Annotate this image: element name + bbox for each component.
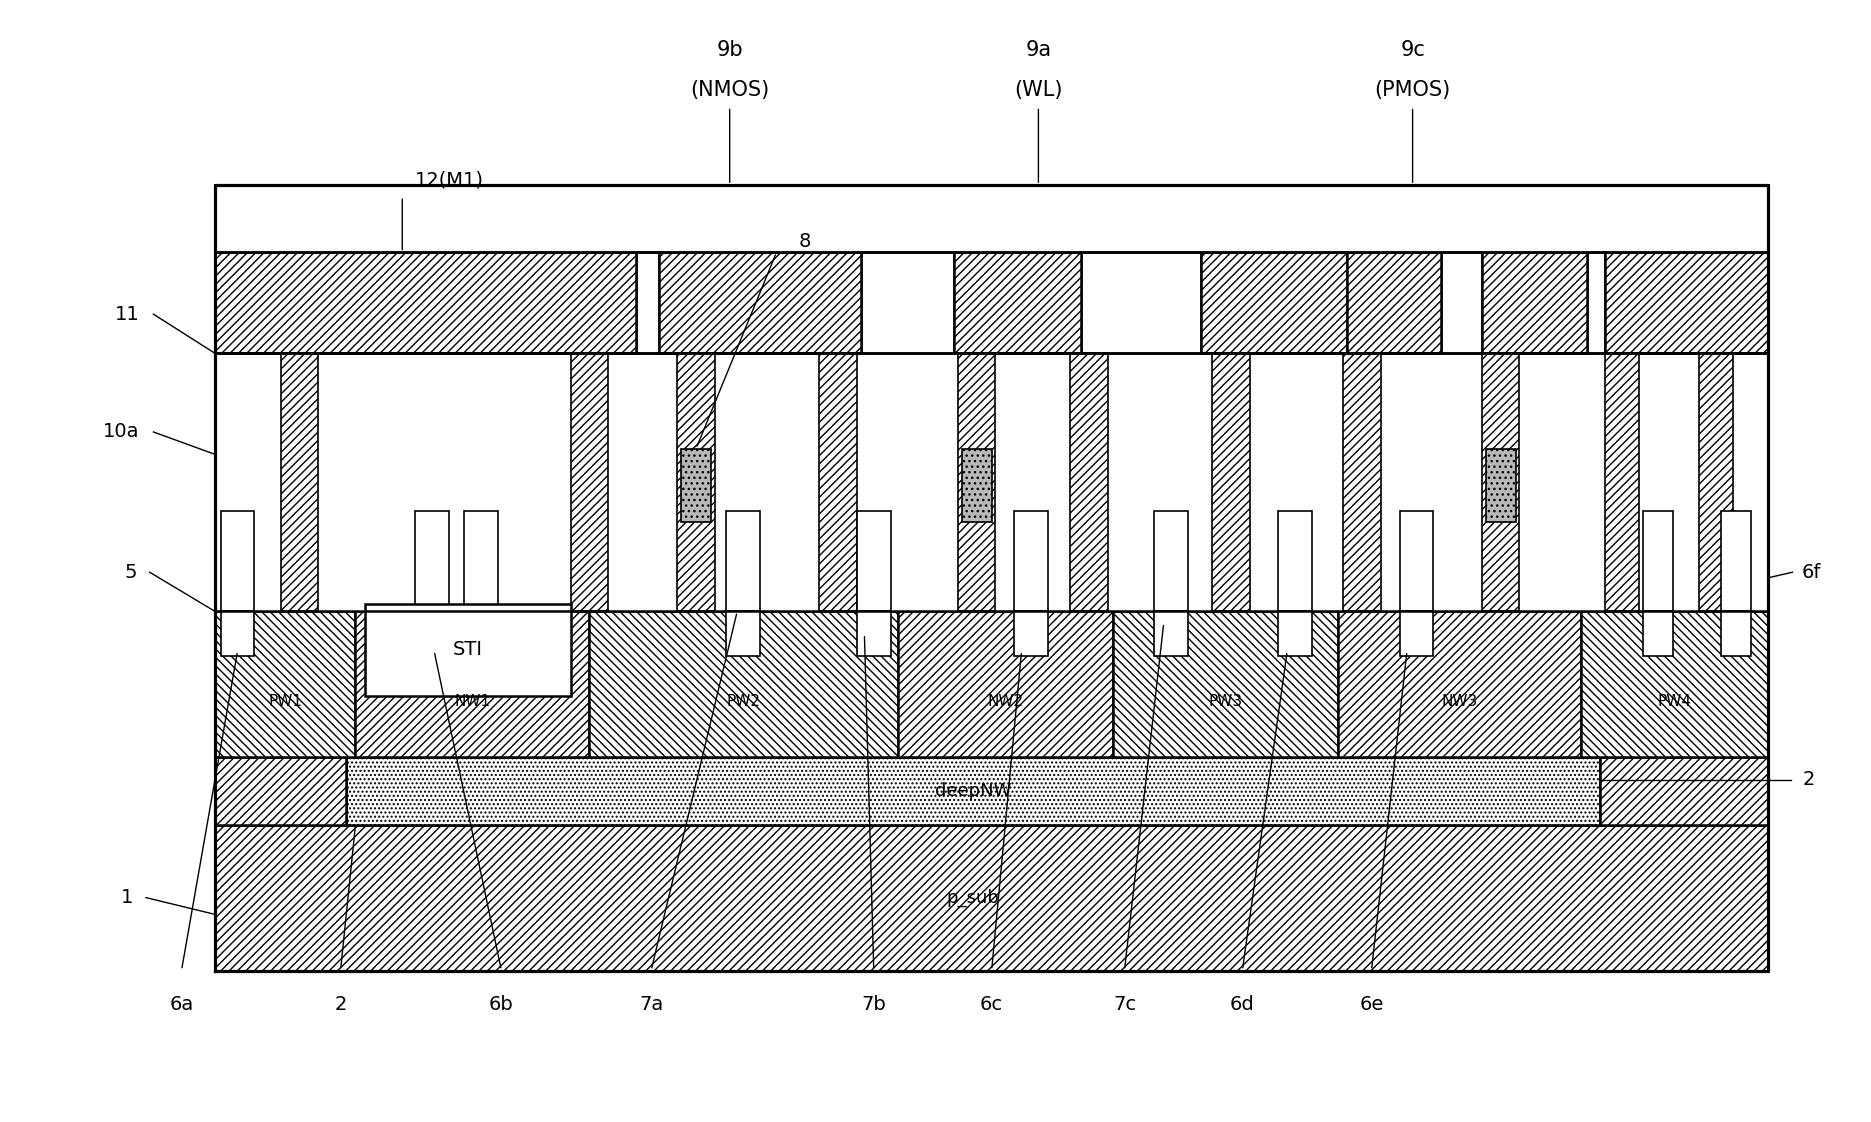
Text: 12(M1): 12(M1) [415, 171, 483, 188]
Text: p_sub: p_sub [947, 889, 999, 907]
Bar [215, 611, 355, 757]
Bar [589, 611, 898, 757]
Bar [726, 611, 760, 656]
Bar [1643, 511, 1673, 611]
Bar [1605, 252, 1768, 353]
Text: PW4: PW4 [1658, 693, 1691, 709]
Text: 6b: 6b [488, 995, 515, 1013]
Bar [215, 252, 636, 353]
Text: 5: 5 [125, 563, 137, 581]
Text: 2: 2 [1804, 771, 1815, 789]
Bar [571, 353, 608, 611]
Bar [1201, 252, 1347, 353]
Bar [898, 611, 1113, 757]
Bar [1347, 252, 1441, 353]
Bar [1347, 252, 1441, 353]
Text: 2: 2 [335, 995, 346, 1013]
Bar [281, 353, 318, 611]
Bar [1600, 757, 1768, 825]
Text: deepNW: deepNW [936, 782, 1010, 800]
Bar [1212, 353, 1250, 611]
Bar [1721, 511, 1751, 611]
Bar [1070, 353, 1108, 611]
Bar [1482, 252, 1587, 353]
Text: 6c: 6c [980, 995, 1003, 1013]
Bar [365, 604, 571, 696]
Text: PW3: PW3 [1209, 693, 1242, 709]
Bar [677, 353, 715, 611]
Bar [659, 252, 861, 353]
Text: 9b: 9b [717, 40, 743, 61]
Bar [215, 252, 636, 353]
Bar [1400, 611, 1433, 656]
Bar [415, 511, 449, 611]
Bar [1643, 611, 1673, 656]
Bar [1721, 611, 1751, 656]
Bar [464, 511, 498, 611]
Bar [355, 611, 589, 757]
Bar [958, 353, 995, 611]
Bar [1014, 511, 1048, 611]
Bar [215, 757, 346, 825]
Text: 9a: 9a [1025, 40, 1052, 61]
Bar [1400, 511, 1433, 611]
Bar [954, 252, 1081, 353]
Bar [962, 449, 992, 522]
Bar [1581, 611, 1768, 757]
Text: NW3: NW3 [1441, 693, 1478, 709]
Bar [1201, 252, 1347, 353]
Bar [1343, 353, 1381, 611]
Bar [1699, 353, 1733, 611]
Text: 6e: 6e [1358, 995, 1385, 1013]
Bar [215, 185, 1768, 252]
Text: 8: 8 [799, 232, 810, 250]
Bar [1278, 611, 1312, 656]
Text: 6f: 6f [1802, 563, 1820, 581]
Text: 6a: 6a [170, 995, 193, 1013]
Text: 7c: 7c [1113, 995, 1136, 1013]
Text: 10a: 10a [103, 423, 140, 441]
Text: NW2: NW2 [988, 693, 1023, 709]
Bar [726, 511, 760, 611]
Text: NW1: NW1 [455, 693, 490, 709]
Bar [1482, 353, 1519, 611]
Text: (PMOS): (PMOS) [1375, 80, 1450, 100]
Bar [215, 353, 1768, 611]
Bar [681, 449, 711, 522]
Bar [346, 757, 1600, 825]
Bar [1605, 353, 1639, 611]
Bar [1486, 449, 1516, 522]
Bar [1338, 611, 1581, 757]
Bar [1014, 611, 1048, 656]
Bar [857, 611, 891, 656]
Text: 1: 1 [122, 889, 133, 907]
Text: (NMOS): (NMOS) [690, 80, 769, 100]
Bar [1278, 511, 1312, 611]
Bar [857, 511, 891, 611]
Bar [659, 252, 861, 353]
Text: PW1: PW1 [268, 693, 303, 709]
Text: 9c: 9c [1400, 40, 1426, 61]
Text: 7b: 7b [861, 995, 887, 1013]
Text: PW2: PW2 [726, 693, 761, 709]
Bar [215, 252, 1768, 353]
Bar [1113, 611, 1338, 757]
Bar [415, 611, 449, 656]
Bar [819, 353, 857, 611]
Text: 7a: 7a [640, 995, 662, 1013]
Bar [215, 825, 1768, 971]
Bar [1154, 511, 1188, 611]
Bar [221, 611, 254, 656]
Bar [464, 611, 498, 656]
Bar [1482, 252, 1587, 353]
Bar [1605, 252, 1768, 353]
Bar [954, 252, 1081, 353]
Bar [1154, 611, 1188, 656]
Bar [221, 511, 254, 611]
Text: 6d: 6d [1229, 995, 1255, 1013]
Text: 11: 11 [114, 305, 140, 323]
Text: (WL): (WL) [1014, 80, 1063, 100]
Text: STI: STI [453, 641, 483, 659]
